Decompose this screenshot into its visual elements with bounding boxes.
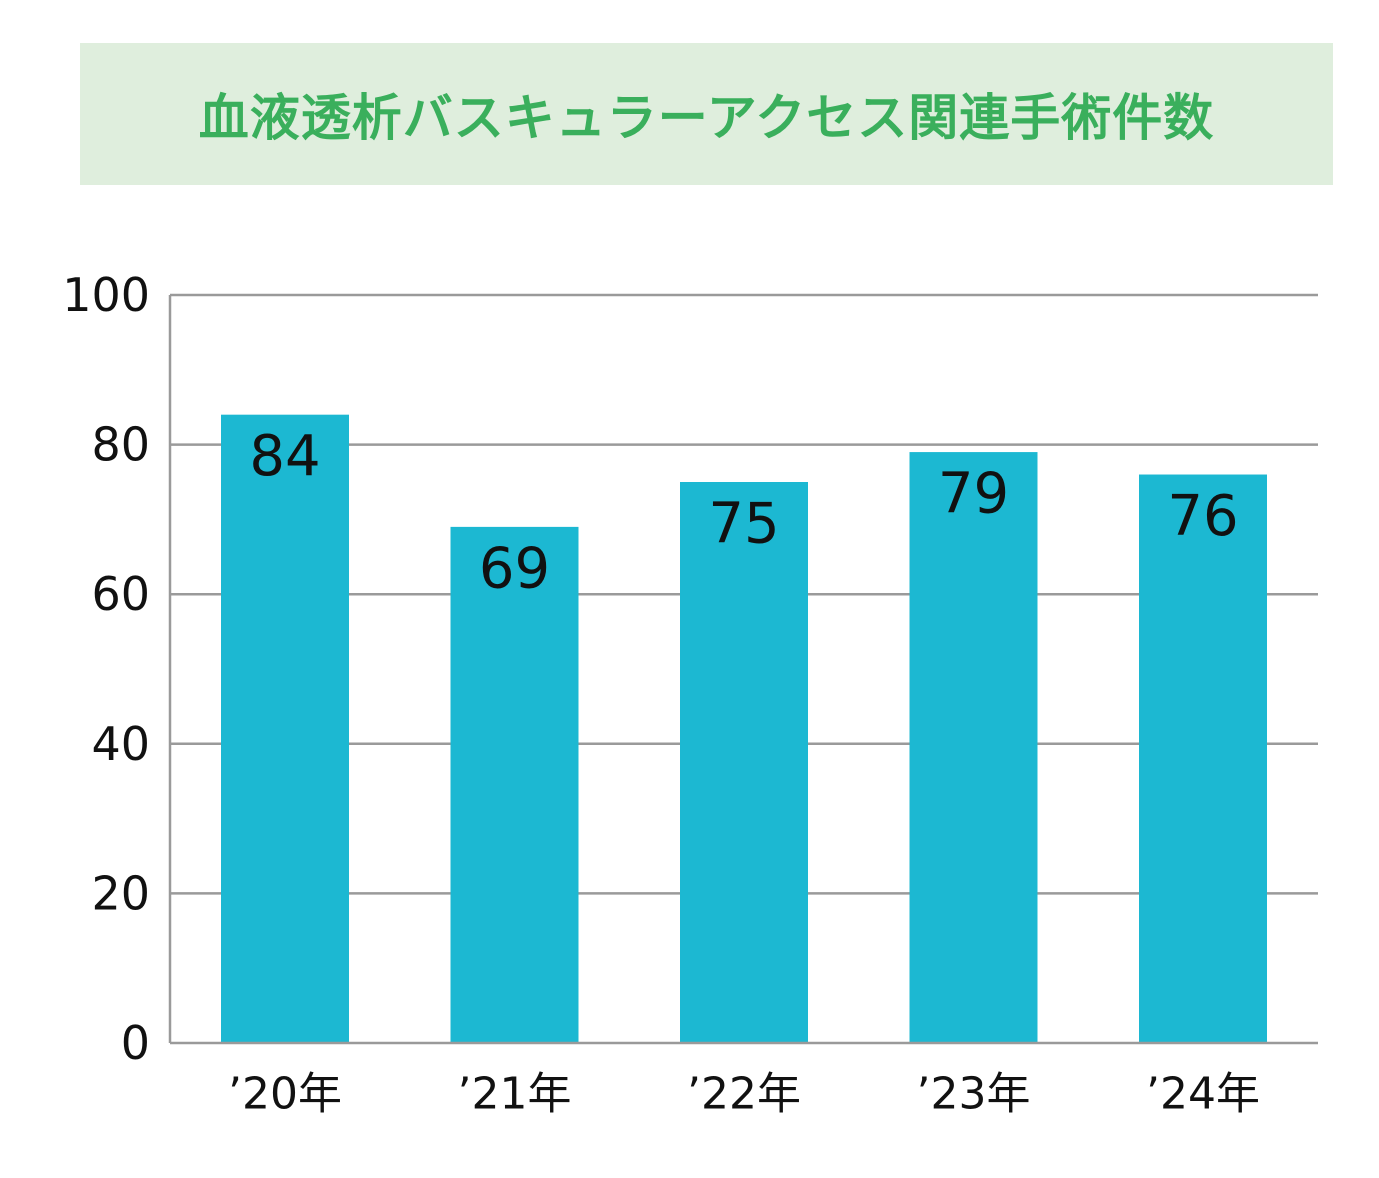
x-tick-label: ’22年 [687, 1069, 801, 1120]
bars [221, 414, 1267, 1044]
bar-value-label: 84 [249, 424, 320, 489]
bar-value-label: 69 [479, 536, 550, 601]
y-tick-label: 60 [91, 567, 150, 621]
x-tick-label: ’20年 [228, 1069, 342, 1120]
x-tick-label: ’24年 [1146, 1069, 1260, 1120]
y-tick-label: 40 [91, 717, 150, 771]
chart-title: 血液透析バスキュラーアクセス関連手術件数 [198, 89, 1215, 147]
bar-value-label: 76 [1167, 484, 1238, 549]
y-tick-label: 80 [91, 418, 150, 472]
x-tick-label: ’23年 [917, 1069, 1031, 1120]
labels: 0 20 40 60 80 100 84 ’20年 69 ’21年 75 ’22年 79 ’23年 76 ’2… [62, 268, 1260, 1120]
bar [909, 452, 1038, 1044]
bar-value-label: 75 [708, 492, 779, 557]
x-tick-label: ’21年 [458, 1069, 572, 1120]
y-tick-label: 20 [91, 866, 150, 920]
bar [680, 482, 808, 1043]
axes [168, 295, 1318, 1045]
bar [450, 526, 579, 1043]
chart-title-band: 血液透析バスキュラーアクセス関連手術件数 [80, 43, 1333, 185]
y-tick-label: 100 [62, 268, 150, 322]
bar-value-label: 79 [938, 462, 1009, 527]
y-tick-label: 0 [121, 1016, 150, 1070]
bar [1139, 474, 1267, 1043]
bar [221, 414, 349, 1043]
